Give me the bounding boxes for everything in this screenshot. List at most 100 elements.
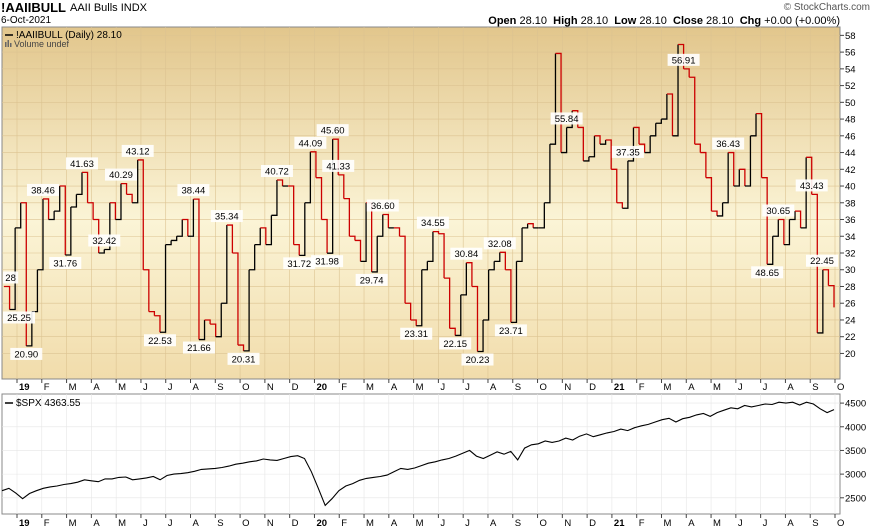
annotation-box xyxy=(667,53,700,66)
aaii-bulls-segment xyxy=(828,284,835,308)
aaii-bulls-segment xyxy=(522,223,529,229)
annotation-box xyxy=(316,124,349,137)
main-x-tick-label: A xyxy=(490,382,497,393)
spx-x-tick-label: 21 xyxy=(614,518,625,529)
spx-x-tick-label: O xyxy=(540,518,547,529)
aaii-bulls-segment xyxy=(327,139,334,254)
aaii-bulls-segment xyxy=(477,319,484,353)
annotation-box xyxy=(65,157,98,170)
aaii-bulls-segment xyxy=(81,171,89,203)
spx-x-tick-label: S xyxy=(515,518,521,529)
aaii-bulls-segment xyxy=(260,227,267,245)
aaii-bulls-segment xyxy=(132,159,139,204)
aaii-bulls-segment xyxy=(655,119,662,124)
spx-x-tick-label: A xyxy=(688,518,695,529)
aaii-bulls-segment xyxy=(321,218,328,254)
main-x-tick-label: J xyxy=(763,382,768,393)
chart-date: 6-Oct-2021 xyxy=(1,15,52,26)
open-value: 28.10 xyxy=(519,15,547,27)
annotation-label: 20.23 xyxy=(466,355,490,366)
main-y-tick-label: 46 xyxy=(845,131,856,142)
main-y-tick-label: 36 xyxy=(845,215,856,226)
aaii-bulls-segment xyxy=(148,310,156,316)
aaii-bulls-segment xyxy=(70,194,78,208)
main-x-tick-label: J xyxy=(168,382,173,393)
aaii-bulls-segment xyxy=(666,93,674,136)
close-label: Close xyxy=(673,15,703,27)
annotation-label: 55.84 xyxy=(555,114,579,125)
spx-y-tick-label: 4000 xyxy=(845,422,866,433)
aaii-bulls-segment xyxy=(187,199,195,237)
spx-x-tick-label: M xyxy=(713,518,721,529)
main-y-tick-label: 32 xyxy=(845,249,856,260)
annotation-box xyxy=(416,216,449,229)
aaii-bulls-segment xyxy=(137,159,144,270)
annotation-box xyxy=(227,352,260,365)
aaii-bulls-segment xyxy=(15,202,22,229)
annotation-box xyxy=(294,136,327,149)
annotation-label: 38.46 xyxy=(31,185,55,196)
main-x-tick-label: A xyxy=(193,382,200,393)
aaii-bulls-segment xyxy=(109,202,117,220)
volume-icon xyxy=(5,40,12,47)
aaii-bulls-segment xyxy=(254,227,261,246)
aaii-bulls-segment xyxy=(299,202,306,256)
aaii-bulls-segment xyxy=(204,319,211,325)
annotation-label: 38.44 xyxy=(182,186,206,197)
main-y-tick-label: 24 xyxy=(845,315,856,326)
chg-label: Chg xyxy=(739,15,762,27)
main-y-tick-label: 30 xyxy=(845,265,856,276)
aaii-bulls-segment xyxy=(382,213,390,228)
main-x-tick-label: D xyxy=(589,382,596,393)
main-x-tick-label: A xyxy=(93,382,100,393)
aaii-bulls-segment xyxy=(126,193,133,203)
aaii-bulls-segment xyxy=(232,252,239,346)
aaii-bulls-segment xyxy=(176,219,183,237)
spx-x-tick-label: F xyxy=(44,518,50,529)
spx-x-tick-label: A xyxy=(490,518,497,529)
aaii-bulls-segment xyxy=(37,198,44,271)
annotation-box xyxy=(10,347,43,360)
close-value: 28.10 xyxy=(706,15,734,27)
annotation-label: 43.43 xyxy=(800,181,824,192)
legend-main-label: !AAIIBULL (Daily) 28.10 xyxy=(16,30,122,41)
annotation-label: 43.12 xyxy=(126,146,150,157)
annotation-label: 20.31 xyxy=(232,354,256,365)
annotation-label: 32.42 xyxy=(92,236,116,247)
aaii-bulls-segment xyxy=(460,262,467,296)
high-value: 28.10 xyxy=(580,15,609,27)
annotation-label: 36.60 xyxy=(371,201,395,212)
aaii-bulls-segment xyxy=(822,269,830,286)
aaii-bulls-segment xyxy=(471,285,479,352)
annotation-label: 41.63 xyxy=(70,159,94,170)
main-x-tick-label: O xyxy=(242,382,249,393)
spx-x-tick-label: M xyxy=(663,518,671,529)
aaii-bulls-segment xyxy=(449,327,456,336)
annotation-label: 22.45 xyxy=(810,256,834,267)
main-x-tick-label: J xyxy=(738,382,743,393)
main-x-tick-label: M xyxy=(69,382,77,393)
aaii-bulls-segment xyxy=(717,202,724,217)
spx-x-tick-label: A xyxy=(193,518,200,529)
spx-x-tick-label: A xyxy=(93,518,100,529)
aaii-bulls-segment xyxy=(627,127,635,162)
aaii-bulls-segment xyxy=(633,126,640,145)
aaii-bulls-segment xyxy=(744,135,752,187)
spx-x-tick-label: M xyxy=(416,518,424,529)
spx-x-tick-label: J xyxy=(168,518,173,529)
aaii-bulls-segment xyxy=(98,249,105,254)
aaii-bulls-segment xyxy=(577,126,584,161)
main-y-tick-label: 58 xyxy=(845,31,856,42)
aaii-bulls-segment xyxy=(237,344,245,351)
aaii-bulls-segment xyxy=(271,180,278,216)
aaii-bulls-segment xyxy=(778,218,785,245)
annotation-label: 29.74 xyxy=(360,275,384,286)
aaii-bulls-segment xyxy=(338,174,345,199)
aaii-bulls-segment xyxy=(432,231,440,234)
spx-x-tick-label: F xyxy=(639,518,645,529)
spx-x-tick-label: S xyxy=(812,518,818,529)
spx-y-tick-label: 4500 xyxy=(845,399,866,410)
annotation-label: 22.15 xyxy=(443,339,467,350)
annotation-label: 35.34 xyxy=(215,212,239,223)
